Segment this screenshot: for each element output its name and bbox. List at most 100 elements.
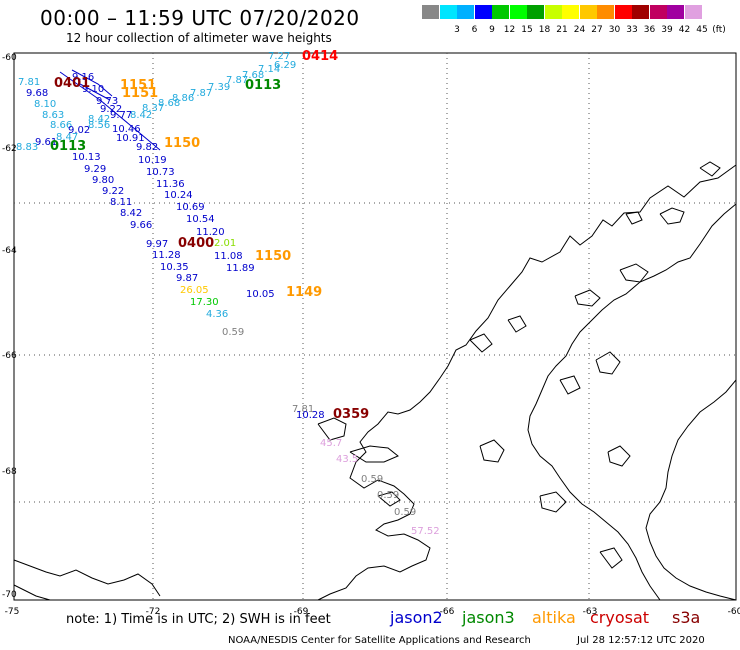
pass-time-label: 1151 (122, 86, 158, 101)
lat-tick-label: -66 (2, 351, 17, 361)
pass-time-label: 1151 (120, 78, 156, 93)
lon-tick-label: -75 (5, 607, 20, 617)
wave-height-label: 8.68 (158, 98, 180, 109)
colorbar-label: 3 (454, 25, 460, 35)
pass-time-label: 0401 (54, 76, 90, 91)
wave-height-label: 10.35 (160, 262, 189, 273)
wave-height-label: 7.27 (268, 51, 290, 62)
colorbar-swatch (579, 5, 597, 19)
satellite-legend-jason2: jason2 (390, 608, 443, 627)
wave-height-label: 26.05 (180, 285, 209, 296)
wave-height-label: 0.59 (361, 474, 383, 485)
colorbar-label: 21 (556, 25, 568, 35)
wave-height-label: 10.54 (186, 214, 215, 225)
wave-height-label: 7.81 (18, 77, 40, 88)
pass-time-label: 0400 (178, 236, 214, 251)
wave-height-label: 9.29 (84, 164, 106, 175)
wave-height-label: 8.42 (88, 114, 110, 125)
wave-height-label: 7.87 (190, 88, 212, 99)
wave-height-label: 7.68 (242, 70, 264, 81)
wave-height-label: 8.37 (142, 103, 164, 114)
colorbar-swatch (632, 5, 649, 19)
satellite-legend-altika: altika (532, 608, 576, 627)
wave-height-label: 45.7 (320, 438, 342, 449)
wave-height-label: 9.73 (96, 96, 118, 107)
lon-tick-label: -72 (146, 607, 161, 617)
wave-height-label: 9.16 (72, 72, 94, 83)
colorbar-swatch (457, 5, 474, 19)
wave-height-label: 9.97 (146, 239, 168, 250)
wave-height-label: 11.28 (152, 250, 181, 261)
pass-time-label: 1149 (286, 285, 322, 300)
colorbar-swatch (597, 5, 614, 19)
wave-height-label: 11.36 (156, 179, 185, 190)
wave-height-label: 10.28 (296, 410, 325, 421)
wave-height-label: 8.86 (172, 93, 194, 104)
wave-height-label: 11.89 (226, 263, 255, 274)
wave-height-label: 0.59 (222, 327, 244, 338)
pass-time-label: 1150 (255, 249, 291, 264)
colorbar-label: 12 (503, 25, 516, 35)
pass-time-label: 0113 (245, 78, 281, 93)
wave-height-label: 9.61 (35, 137, 57, 148)
wave-height-label: 9.87 (176, 273, 198, 284)
wave-height-label: 10.05 (246, 289, 275, 300)
wave-height-label: 9.22 (102, 186, 124, 197)
map-frame (13, 52, 737, 601)
colorbar-label: 18 (538, 25, 551, 35)
colorbar-swatch (527, 5, 544, 19)
colorbar-label: 42 (678, 25, 691, 35)
wave-height-label: 7.87 (226, 75, 248, 86)
wave-height-label: 9.02 (68, 125, 90, 136)
colorbar-label: 39 (661, 25, 673, 35)
wave-height-label: 11.08 (214, 251, 243, 262)
colorbar-swatch (649, 5, 667, 19)
wave-height-label: 0.59 (394, 507, 416, 518)
wave-height-label: 8.63 (42, 110, 64, 121)
wave-height-values: 7.276.297.147.687.877.397.878.868.688.37… (16, 51, 440, 537)
colorbar-swatch (509, 5, 527, 19)
pass-time-label: 0414 (302, 49, 338, 64)
axis-labels: -60 -62 -64 -66 -68 -70 -75 -72 -69 -66 -63 -60 (2, 53, 740, 617)
colorbar-swatch (422, 5, 439, 19)
satellite-legend-cryosat: cryosat (590, 608, 650, 627)
lat-tick-label: -68 (2, 467, 17, 477)
wave-height-label: 8.83 (16, 142, 38, 153)
lat-tick-label: -62 (2, 144, 17, 154)
wave-height-label: 4.36 (206, 309, 228, 320)
wave-height-label: 9.22 (100, 104, 122, 115)
colorbar-swatch (474, 5, 492, 19)
footer-credit: NOAA/NESDIS Center for Satellite Applica… (228, 635, 531, 646)
wave-height-label: 6.29 (274, 60, 296, 71)
wave-height-label: 8.10 (34, 99, 56, 110)
colorbar-swatch (492, 5, 509, 19)
wave-height-label: 8.66 (50, 120, 72, 131)
lon-tick-label: -69 (294, 607, 309, 617)
wave-height-label: 9.10 (82, 84, 104, 95)
lat-tick-label: -64 (2, 246, 17, 256)
wave-height-label: 7.14 (258, 64, 280, 75)
wave-height-label: 9.80 (92, 175, 114, 186)
colorbar-label: 15 (521, 25, 533, 35)
wave-height-label: 10.19 (138, 155, 167, 166)
wave-height-label: 10.69 (176, 202, 205, 213)
wave-height-label: 9.66 (130, 220, 152, 231)
wave-height-label: 9.82 (136, 142, 158, 153)
colorbar-swatch (562, 5, 579, 19)
wave-height-label: 8.47 (56, 132, 78, 143)
colorbar-swatch (667, 5, 684, 19)
colorbar-swatch (614, 5, 632, 19)
wave-height-label: 8.11 (110, 197, 132, 208)
pass-time-label: 1150 (164, 136, 200, 151)
wave-height-label: 17.30 (190, 297, 219, 308)
colorbar-label: 45 (696, 25, 708, 35)
lon-tick-label: -63 (583, 607, 598, 617)
lat-tick-label: -60 (2, 53, 17, 63)
wave-height-label: 43.5 (336, 454, 358, 465)
colorbar-swatch (439, 5, 457, 19)
colorbar-label: 24 (573, 25, 586, 35)
colorbar-label: 30 (608, 25, 621, 35)
